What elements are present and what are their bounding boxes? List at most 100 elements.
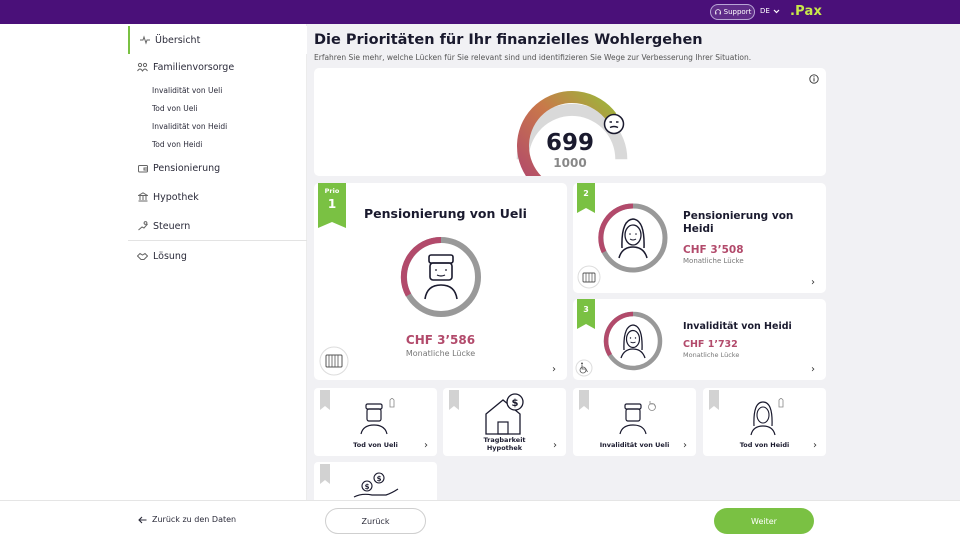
sidebar-item-label: Hypothek (153, 191, 199, 203)
next-button[interactable]: Weiter (714, 508, 814, 534)
score-max: 1000 (553, 156, 587, 170)
small-card-invaliditat-ueli[interactable]: Invalidität von Ueli › (573, 388, 696, 456)
man-wheelchair-icon (619, 401, 656, 435)
priority-flag: 3 (577, 299, 595, 323)
chevron-right-icon[interactable]: › (811, 277, 815, 288)
language-select[interactable]: DE (760, 7, 780, 15)
bank-icon (137, 192, 148, 203)
priority-title: Pensionierung von Heidi (683, 210, 794, 235)
page-title: Die Prioritäten für Ihr finanzielles Woh… (314, 32, 703, 48)
small-card-tod-ueli[interactable]: Tod von Ueli › (314, 388, 437, 456)
svg-text:$: $ (377, 475, 382, 483)
flag-tail (318, 220, 346, 228)
man-avatar-icon (400, 236, 481, 317)
back-to-data-link[interactable]: Zurück zu den Daten (138, 515, 236, 524)
main-content: Die Prioritäten für Ihr finanzielles Woh… (307, 24, 960, 500)
hand-coins-icon: $ $ (353, 472, 399, 498)
small-card-label-line1: Tragbarkeit (483, 436, 526, 444)
priority-title: Invalidität von Heidi (683, 321, 792, 332)
headset-icon (714, 9, 721, 15)
rank-tab (449, 390, 459, 410)
chevron-right-icon[interactable]: › (552, 364, 556, 375)
pulse-icon (139, 35, 150, 46)
priority-rank: 3 (583, 305, 589, 314)
language-value: DE (760, 7, 770, 15)
chevron-right-icon[interactable]: › (683, 440, 687, 451)
info-icon[interactable] (809, 74, 819, 84)
sidebar-item-label: Lösung (153, 250, 187, 262)
chevron-down-icon (773, 9, 780, 13)
small-card-tragbarkeit-hypothek[interactable]: $ Tragbarkeit Hypothek › (443, 388, 566, 456)
sidebar-item-label: Pensionierung (153, 162, 221, 174)
rank-tab (579, 390, 589, 410)
sidebar-item-label: Familienvorsorge (153, 61, 235, 73)
priority-rank: 1 (327, 197, 337, 211)
priority-card-2[interactable]: 2 Pensionierung von Heidi CHF 3’508 Mona… (573, 183, 826, 293)
sidebar-divider (128, 240, 307, 241)
score-value: 699 (545, 130, 594, 156)
tax-icon (137, 221, 148, 232)
small-card-label: Tod von Ueli (353, 441, 398, 449)
svg-text:$: $ (365, 483, 370, 491)
priority-flag: Prio 1 (318, 183, 346, 221)
small-card-label: Invalidität von Ueli (599, 441, 670, 449)
back-link-label: Zurück zu den Daten (152, 515, 237, 524)
sidebar-item-familienvorsorge[interactable]: Familienvorsorge (128, 59, 307, 75)
arrow-left-icon (138, 516, 147, 523)
sidebar-item-steuern[interactable]: Steuern (128, 218, 307, 234)
family-icon (137, 62, 148, 73)
back-button[interactable]: Zurück (325, 508, 426, 534)
flag-tail (577, 206, 595, 213)
woman-avatar-icon (603, 311, 663, 371)
handshake-icon (137, 251, 148, 262)
man-tag-icon (360, 398, 395, 435)
flag-tail (577, 322, 595, 329)
wallet-icon (137, 163, 148, 174)
gap-label: Monatliche Lücke (683, 257, 744, 265)
small-card-unnamed[interactable]: $ $ (314, 462, 437, 500)
chevron-right-icon[interactable]: › (813, 440, 817, 451)
priority-card-1[interactable]: Prio 1 Pensionierung von Ueli CHF 3’586 … (314, 183, 567, 380)
woman-tag-icon (750, 398, 784, 436)
score-card: 699 1000 (314, 68, 826, 176)
priority-flag: 2 (577, 183, 595, 207)
chevron-right-icon[interactable]: › (811, 364, 815, 375)
gap-label: Monatliche Lücke (405, 349, 476, 358)
priority-card-3[interactable]: 3 Invalidität von Heidi CHF 1’732 Monatl… (573, 299, 826, 380)
priority-rank: 2 (583, 189, 589, 198)
wallet-icon (577, 265, 601, 289)
small-card-label-line2: Hypothek (486, 444, 523, 452)
woman-avatar-icon (598, 203, 668, 273)
top-bar: Support DE .Pax (0, 0, 960, 24)
sidebar-item-pensionierung[interactable]: Pensionierung (128, 160, 307, 176)
sidebar-item-losung[interactable]: Lösung (128, 248, 307, 264)
brand-logo[interactable]: .Pax (790, 4, 823, 19)
sidebar-item-ubersicht[interactable]: Übersicht (128, 26, 307, 54)
score-gauge (516, 91, 628, 176)
page-subtitle: Erfahren Sie mehr, welche Lücken für Sie… (314, 53, 752, 62)
gap-amount: CHF 1’732 (683, 339, 738, 350)
sidebar-subitem-invaliditat-ueli[interactable]: Invalidität von Ueli (152, 86, 223, 95)
svg-text:$: $ (512, 398, 519, 409)
priority-title: Pensionierung von Ueli (364, 206, 527, 221)
rank-tab (320, 464, 330, 484)
sidebar-subitem-tod-ueli[interactable]: Tod von Ueli (152, 104, 198, 113)
gap-amount: CHF 3’508 (683, 244, 744, 256)
gap-label: Monatliche Lücke (683, 351, 740, 359)
wheelchair-icon (575, 359, 593, 377)
house-dollar-icon: $ (485, 393, 524, 435)
chevron-right-icon[interactable]: › (553, 440, 557, 451)
footer-bar: Zurück zu den Daten Zurück Weiter (0, 500, 960, 540)
small-card-tod-heidi[interactable]: Tod von Heidi › (703, 388, 826, 456)
gap-amount: CHF 3’586 (405, 333, 476, 347)
support-label: Support (723, 8, 752, 16)
neutral-face-icon (603, 113, 625, 135)
support-button[interactable]: Support (710, 4, 755, 20)
wallet-icon (319, 346, 349, 376)
chevron-right-icon[interactable]: › (424, 440, 428, 451)
small-card-label: Tod von Heidi (739, 441, 790, 449)
sidebar: Übersicht Familienvorsorge Invalidität v… (128, 24, 307, 500)
sidebar-subitem-tod-heidi[interactable]: Tod von Heidi (152, 140, 203, 149)
sidebar-item-hypothek[interactable]: Hypothek (128, 189, 307, 205)
sidebar-subitem-invaliditat-heidi[interactable]: Invalidität von Heidi (152, 122, 228, 131)
